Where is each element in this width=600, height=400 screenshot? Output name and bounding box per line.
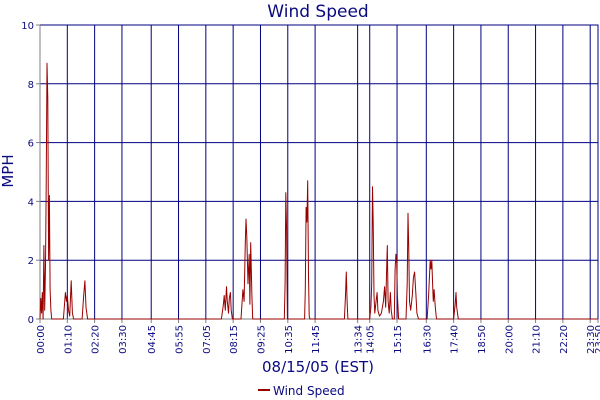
x-tick-label: 18:50 [477,325,488,354]
y-tick-label: 0 [28,315,34,326]
y-tick-label: 6 [28,139,34,150]
y-tick-label: 8 [28,80,34,91]
tick-labels: 00:00 01:10 02:20 03:30 04:45 05:55 07:05 08:15… [21,21,600,354]
x-tick-label: 02:20 [91,325,102,354]
x-tick-label: 14:05 [366,325,377,354]
x-tick-label: 05:55 [175,325,186,354]
x-tick-label: 22:20 [559,325,570,354]
series-line-wind-speed [39,62,598,320]
x-tick-label: 23:50 [594,325,600,354]
chart-title: Wind Speed [267,2,368,22]
x-tick-label: 16:30 [422,325,433,354]
series-group [39,62,598,320]
x-tick-label: 10:35 [284,325,295,354]
x-tick-label: 11:45 [311,325,322,354]
legend: Wind Speed [258,384,345,398]
x-axis-label: 08/15/05 (EST) [262,358,374,376]
x-tick-label: 07:05 [202,325,213,354]
x-tick-label: 20:00 [504,325,515,354]
y-tick-label: 10 [21,21,34,32]
x-tick-label: 17:40 [450,325,461,354]
x-tick-label: 00:00 [36,325,47,354]
grid-lines [40,25,598,319]
x-tick-label: 01:10 [63,325,74,354]
x-tick-label: 08:15 [229,325,240,354]
x-tick-label: 23:30 [586,325,597,354]
x-tick-label: 03:30 [118,325,129,354]
y-axis-label: MPH [0,154,17,187]
x-tick-label: 09:25 [256,325,267,354]
y-tick-label: 4 [28,197,34,208]
y-tick-label: 2 [28,256,34,267]
legend-label: Wind Speed [273,384,345,398]
x-tick-label: 15:15 [393,325,404,354]
x-tick-label: 21:10 [532,325,543,354]
x-tick-label: 13:34 [354,325,365,354]
x-tick-label: 04:45 [147,325,158,354]
